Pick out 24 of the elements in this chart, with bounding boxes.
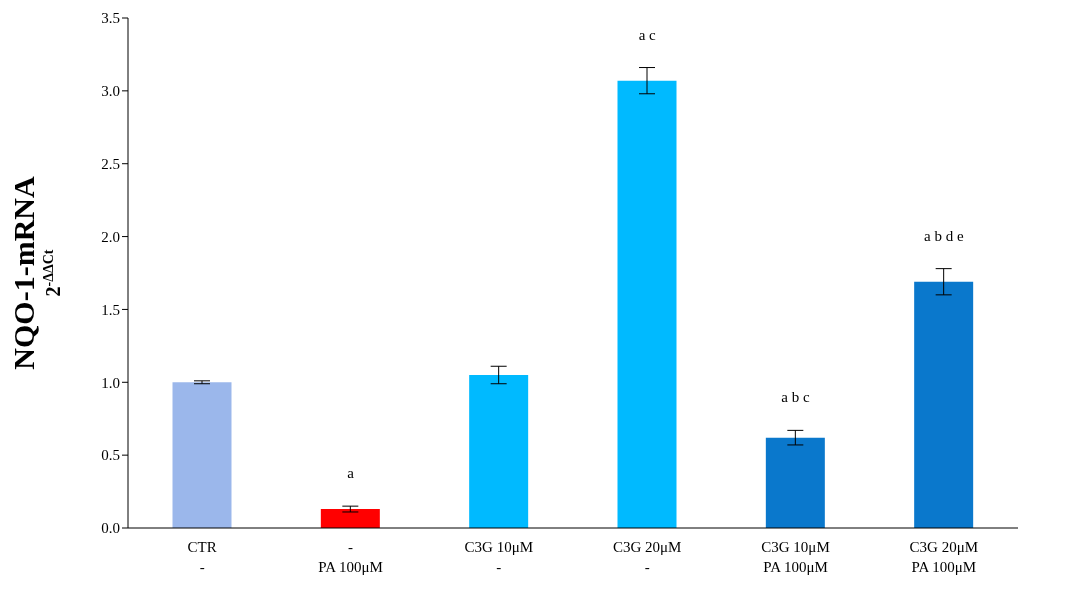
bar xyxy=(914,281,974,528)
bar xyxy=(172,382,232,528)
data-label: a c xyxy=(638,26,657,43)
y-tick-label: 1.0 xyxy=(101,374,120,391)
x-tick-label: C3G 20μM - xyxy=(612,539,682,575)
x-tick-label: C3G 20μM PA 100μM xyxy=(909,539,979,575)
y-tick-label: 3.0 xyxy=(101,83,120,100)
bar xyxy=(765,437,825,528)
x-tick-label: CTR - xyxy=(187,539,217,575)
x-tick-label: C3G 10μM - xyxy=(464,539,534,575)
data-label: a b d e xyxy=(924,227,964,244)
bar xyxy=(320,509,380,528)
data-label: a xyxy=(347,465,355,482)
data-label: a b c xyxy=(781,389,810,406)
y-tick-label: 2.0 xyxy=(101,228,120,245)
bar xyxy=(617,80,677,528)
y-tick-label: 1.5 xyxy=(101,301,120,318)
y-tick-label: 0.5 xyxy=(101,447,120,464)
x-tick-label: - PA 100μM xyxy=(318,539,383,575)
y-tick-label: 2.5 xyxy=(101,156,120,173)
y-tick-label: 3.5 xyxy=(101,10,120,27)
bar xyxy=(469,375,529,528)
y-tick-label: 0.0 xyxy=(101,520,120,537)
x-tick-label: C3G 10μM PA 100μM xyxy=(761,539,830,575)
